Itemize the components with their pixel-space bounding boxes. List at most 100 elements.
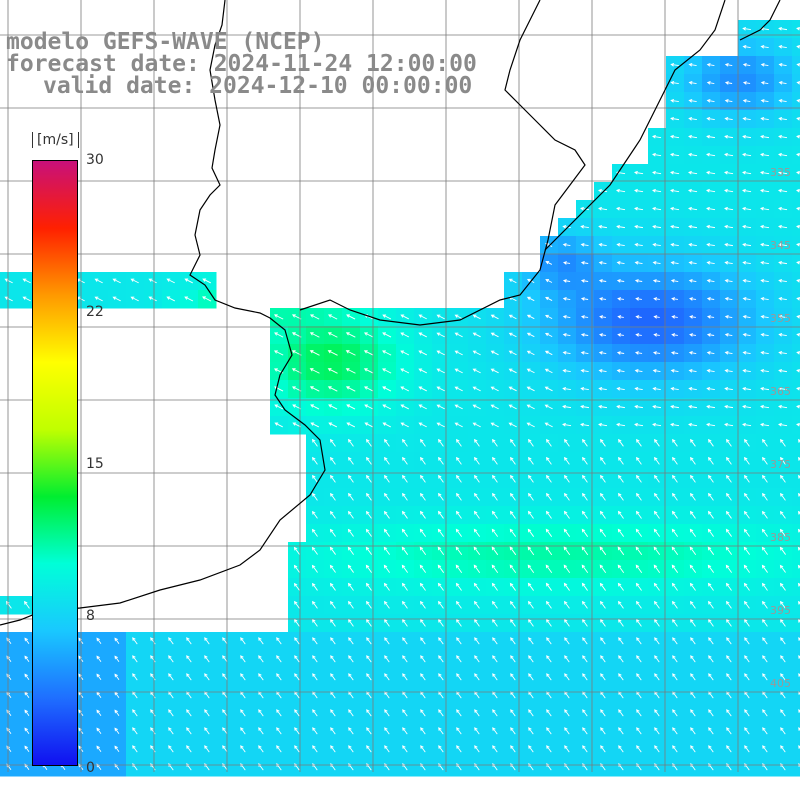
wind-cell — [792, 74, 800, 93]
wind-arrow — [743, 564, 750, 573]
wind-arrow — [438, 637, 444, 645]
wind-arrow — [528, 438, 534, 447]
wind-arrow — [760, 386, 770, 391]
wind-arrow — [509, 582, 516, 591]
wind-arrow — [366, 673, 372, 681]
wind-arrow — [293, 582, 300, 591]
wind-arrow — [762, 727, 768, 735]
wind-arrow — [671, 333, 678, 337]
wind-arrow — [474, 673, 480, 681]
wind-arrow — [760, 296, 769, 301]
wind-arrow — [382, 332, 392, 338]
wind-arrow — [330, 655, 336, 663]
wind-arrow — [688, 62, 697, 67]
wind-arrow — [130, 278, 139, 284]
wind-cell — [792, 452, 800, 471]
wind-arrow — [742, 260, 751, 265]
wind-arrow — [672, 727, 678, 735]
wind-arrow — [564, 492, 570, 501]
wind-arrow — [276, 709, 282, 717]
wind-arrow — [510, 637, 516, 645]
wind-arrow — [762, 456, 768, 465]
wind-arrow — [617, 297, 625, 301]
wind-arrow — [472, 314, 481, 320]
wind-arrow — [456, 673, 462, 681]
wind-cell — [792, 650, 800, 669]
wind-arrow — [617, 600, 624, 609]
wind-arrow — [670, 98, 679, 103]
wind-arrow — [778, 332, 787, 337]
wind-arrow — [438, 673, 444, 681]
colorbar-tick-22: 22 — [86, 304, 104, 320]
wind-arrow — [526, 386, 535, 392]
wind-arrow — [492, 474, 498, 483]
wind-arrow — [402, 709, 408, 717]
wind-arrow — [598, 404, 608, 409]
wind-arrow — [798, 600, 800, 605]
wind-arrow — [94, 278, 103, 284]
wind-arrow — [654, 727, 660, 735]
title-model: modelo GEFS-WAVE (NCEP) — [6, 29, 325, 55]
wind-arrow — [617, 528, 625, 537]
wind-arrow — [309, 332, 320, 338]
wind-arrow — [636, 438, 642, 447]
wind-arrow — [204, 727, 210, 735]
wind-arrow — [689, 297, 697, 301]
wind-arrow — [562, 404, 572, 409]
wind-arrow — [708, 474, 714, 483]
wind-arrow — [580, 206, 590, 211]
wind-cell — [792, 434, 800, 453]
wind-arrow — [618, 673, 624, 681]
wind-arrow — [508, 386, 517, 392]
wind-arrow — [636, 673, 642, 681]
wind-vector-arrows — [4, 26, 800, 771]
wind-arrow — [724, 134, 734, 139]
wind-arrow — [778, 404, 788, 409]
wind-arrow — [672, 474, 678, 483]
title-valid-date: valid date: 2024-12-10 00:00:00 — [43, 73, 473, 99]
wind-arrow — [455, 528, 463, 537]
wind-arrow — [312, 673, 318, 681]
wind-arrow — [310, 422, 320, 428]
wind-arrow — [222, 745, 228, 753]
wind-arrow — [689, 528, 696, 537]
wind-arrow — [562, 315, 571, 319]
wind-arrow — [114, 655, 120, 662]
wind-arrow — [419, 510, 426, 519]
wind-arrow — [689, 333, 697, 337]
wind-arrow — [708, 492, 714, 501]
wind-arrow — [418, 404, 427, 410]
wind-arrow — [798, 655, 800, 659]
wind-arrow — [760, 242, 770, 247]
wind-arrow — [599, 582, 606, 591]
wind-arrow — [742, 81, 751, 85]
wind-arrow — [760, 422, 770, 427]
wind-arrow — [599, 315, 607, 319]
wind-cell — [792, 290, 800, 309]
wind-arrow — [546, 438, 552, 447]
wind-arrow — [724, 206, 734, 211]
wind-arrow — [743, 510, 750, 519]
wind-arrow — [652, 386, 661, 391]
colorbar-tick-15: 15 — [86, 456, 104, 472]
wind-arrow — [779, 528, 786, 537]
wind-arrow — [778, 242, 788, 247]
wind-arrow — [725, 510, 732, 519]
wind-arrow — [545, 528, 553, 537]
wind-arrow — [562, 386, 571, 391]
wind-arrow — [401, 564, 409, 573]
wind-arrow — [563, 528, 571, 537]
wind-arrow — [760, 404, 770, 409]
wind-arrow — [204, 655, 210, 663]
wind-arrow — [492, 438, 498, 447]
colorbar — [32, 160, 78, 766]
wind-cell — [792, 380, 800, 399]
wind-arrow — [562, 351, 571, 355]
wind-arrow — [222, 637, 228, 645]
wind-arrow — [420, 655, 426, 663]
wind-arrow — [419, 564, 427, 573]
wind-arrow — [436, 368, 445, 374]
wind-arrow — [166, 278, 175, 284]
wind-arrow — [690, 618, 696, 627]
wind-cell — [792, 254, 800, 273]
